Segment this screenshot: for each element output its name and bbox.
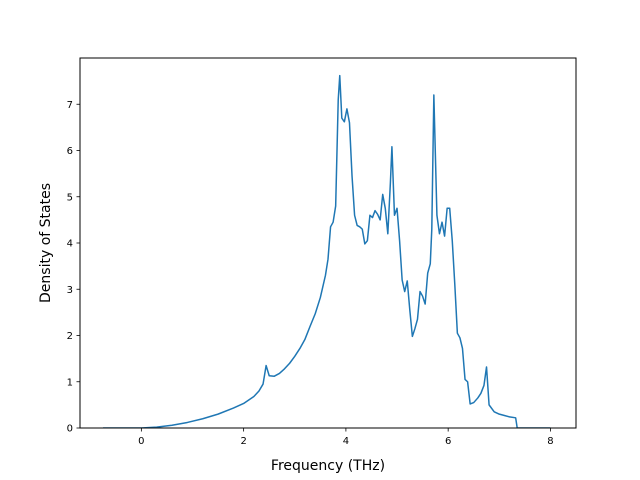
plot-area bbox=[103, 74, 551, 428]
x-axis-label: Frequency (THz) bbox=[271, 458, 385, 474]
x-tick-label: 4 bbox=[343, 436, 349, 447]
y-tick-label: 4 bbox=[67, 239, 73, 250]
y-tick-label: 7 bbox=[67, 100, 73, 111]
x-tick-label: 6 bbox=[445, 436, 451, 447]
y-tick-label: 5 bbox=[67, 192, 73, 203]
x-tick-label: 0 bbox=[138, 436, 144, 447]
axis-ticks: 0 2 4 6 8 0 1 2 3 4 5 6 7 bbox=[67, 100, 554, 447]
x-tick-label: 2 bbox=[240, 436, 246, 447]
y-tick-label: 3 bbox=[67, 285, 73, 296]
y-axis-label: Density of States bbox=[38, 183, 54, 303]
series-line-0 bbox=[103, 74, 551, 428]
y-tick-label: 6 bbox=[67, 146, 73, 157]
y-tick-label: 0 bbox=[67, 424, 73, 435]
x-tick-label: 8 bbox=[547, 436, 553, 447]
y-tick-label: 1 bbox=[67, 377, 73, 388]
y-tick-label: 2 bbox=[67, 331, 73, 342]
